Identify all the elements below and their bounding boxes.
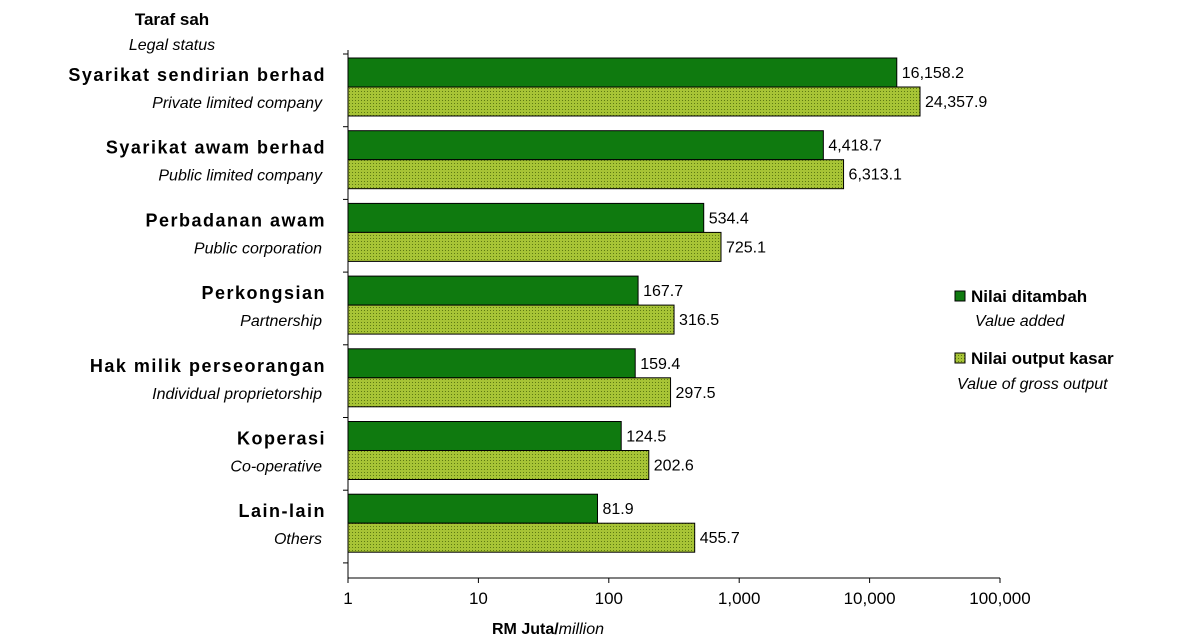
x-tick-label-4: 10,000	[844, 589, 896, 608]
data-label-value-added-6: 81.9	[602, 501, 633, 518]
data-label-gross-output-6: 455.7	[700, 530, 740, 547]
bar-value-added-4	[347, 348, 636, 379]
legend-swatch-gross-output	[954, 352, 966, 364]
data-label-gross-output-1: 6,313.1	[849, 167, 902, 184]
category-label-malay-2: Perbadanan awam	[145, 210, 326, 230]
category-label-english-1: Public limited company	[158, 168, 323, 185]
category-label-malay-1: Syarikat awam berhad	[106, 138, 326, 158]
bar-value-added-0	[347, 57, 898, 88]
category-label-malay-6: Lain-lain	[238, 501, 326, 521]
bar-gross-output-5	[347, 450, 650, 480]
bar-value-added-1	[347, 130, 824, 161]
bar-gross-output-2	[347, 231, 722, 262]
bar-value-added-5	[347, 421, 622, 451]
legend-swatch-value-added	[954, 290, 966, 302]
bar-gross-output-1	[347, 159, 845, 190]
legend: Nilai ditambah Value added Nilai output …	[954, 287, 1114, 393]
legend-label-value-added-english: Value added	[975, 313, 1065, 330]
bar-value-added-6	[347, 493, 598, 524]
data-label-value-added-2: 534.4	[709, 210, 749, 227]
x-axis-title-bold: RM Juta/	[492, 621, 559, 638]
category-label-malay-5: Koperasi	[237, 429, 326, 449]
category-label-malay-3: Perkongsian	[201, 283, 326, 303]
bar-value-added-3	[347, 275, 639, 306]
x-tick-label-2: 100	[595, 589, 623, 608]
data-label-gross-output-0: 24,357.9	[925, 94, 987, 111]
bar-gross-output-6	[347, 522, 696, 553]
category-label-english-5: Co-operative	[230, 459, 322, 476]
category-label-english-6: Others	[274, 531, 322, 548]
data-label-value-added-1: 4,418.7	[828, 138, 881, 155]
data-label-value-added-3: 167.7	[643, 283, 683, 300]
x-tick-label-1: 10	[469, 589, 488, 608]
category-label-malay-4: Hak milik perseorangan	[90, 356, 326, 376]
data-label-gross-output-3: 316.5	[679, 312, 719, 329]
header-title-english: Legal status	[129, 37, 215, 54]
x-tick-label-0: 1	[343, 589, 352, 608]
x-axis-title-italic: million	[559, 621, 604, 638]
x-tick-label-5: 100,000	[969, 589, 1030, 608]
bars-group: 16,158.2 24,357.9 4,418.7 6,313.1 534.4 725.1…	[347, 57, 987, 553]
data-label-gross-output-4: 297.5	[676, 385, 716, 402]
header-title-malay: Taraf sah	[135, 10, 209, 29]
category-label-malay-0: Syarikat sendirian berhad	[68, 65, 326, 85]
data-label-value-added-4: 159.4	[640, 356, 680, 373]
category-label-english-2: Public corporation	[194, 240, 322, 257]
category-label-english-4: Individual proprietorship	[152, 386, 322, 403]
category-label-english-3: Partnership	[240, 313, 322, 330]
x-tick-label-3: 1,000	[718, 589, 761, 608]
bar-value-added-2	[347, 202, 705, 233]
legend-label-gross-output: Nilai output kasar	[971, 349, 1114, 368]
x-axis-title: RM Juta/million	[492, 621, 604, 638]
bar-gross-output-4	[347, 377, 672, 408]
data-label-gross-output-2: 725.1	[726, 239, 766, 256]
data-label-value-added-0: 16,158.2	[902, 65, 964, 82]
category-label-english-0: Private limited company	[152, 95, 323, 112]
axes-group: 1 10 100 1,000 10,000 100,000	[343, 50, 1031, 608]
bar-gross-output-0	[347, 86, 921, 117]
data-label-gross-output-5: 202.6	[654, 458, 694, 475]
legend-label-gross-output-english: Value of gross output	[957, 376, 1108, 393]
bar-gross-output-3	[347, 304, 675, 335]
legend-label-value-added: Nilai ditambah	[971, 287, 1087, 306]
category-labels-group: Syarikat sendirian berhad Private limited…	[68, 65, 326, 548]
data-label-value-added-5: 124.5	[626, 429, 666, 446]
